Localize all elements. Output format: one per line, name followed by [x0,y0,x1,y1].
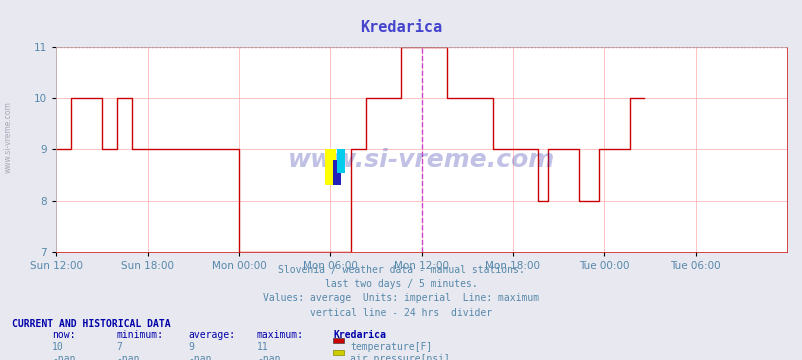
Text: maximum:: maximum: [257,330,304,341]
Text: vertical line - 24 hrs  divider: vertical line - 24 hrs divider [310,308,492,318]
Text: -nan: -nan [257,354,280,360]
Bar [325,149,335,185]
Text: 11: 11 [257,342,269,352]
Bar [332,160,341,185]
Text: minimum:: minimum: [116,330,164,341]
Text: -nan: -nan [188,354,212,360]
Text: Kredarica: Kredarica [333,330,386,341]
Bar [336,149,345,173]
Text: Kredarica: Kredarica [360,20,442,35]
Text: 7: 7 [116,342,122,352]
Text: CURRENT AND HISTORICAL DATA: CURRENT AND HISTORICAL DATA [12,319,171,329]
Text: last two days / 5 minutes.: last two days / 5 minutes. [325,279,477,289]
Text: now:: now: [52,330,75,341]
Text: Slovenia / weather data - manual stations.: Slovenia / weather data - manual station… [277,265,525,275]
Text: 9: 9 [188,342,194,352]
Text: 10: 10 [52,342,64,352]
Text: -nan: -nan [52,354,75,360]
Text: www.si-vreme.com: www.si-vreme.com [288,148,554,172]
Text: temperature[F]: temperature[F] [350,342,431,352]
Text: -nan: -nan [116,354,140,360]
Text: air pressure[psi]: air pressure[psi] [350,354,449,360]
Text: www.si-vreme.com: www.si-vreme.com [3,101,13,173]
Text: Values: average  Units: imperial  Line: maximum: Values: average Units: imperial Line: ma… [263,293,539,303]
Text: average:: average: [188,330,236,341]
